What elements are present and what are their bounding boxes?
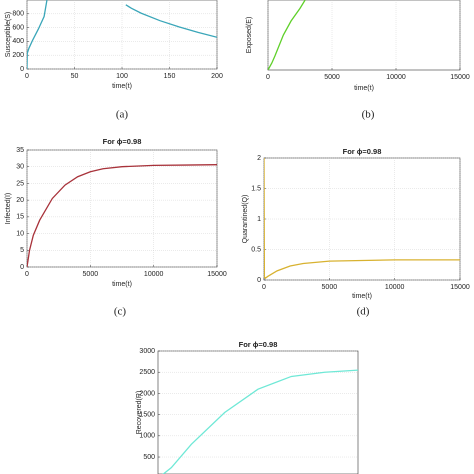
y-tick-label: 2000 bbox=[139, 390, 155, 397]
panel: 0 50 100 150 200 0 200 400 600 800 time(t) Suscepti… bbox=[5, 0, 223, 121]
x-tick-label: 15000 bbox=[207, 271, 227, 278]
chart-title: For ϕ=0.98 bbox=[103, 137, 142, 146]
x-tick-label: 0 bbox=[266, 74, 270, 81]
x-tick-label: 5000 bbox=[322, 284, 338, 291]
y-tick-label: 800 bbox=[12, 11, 24, 18]
data-line bbox=[268, 0, 306, 70]
y-tick-label: 0 bbox=[257, 277, 261, 284]
x-tick-label: 15000 bbox=[450, 74, 470, 81]
y-tick-label: 1 bbox=[257, 216, 261, 223]
y-tick-label: 0 bbox=[20, 66, 24, 73]
x-tick-label: 5000 bbox=[324, 74, 340, 81]
plot-area bbox=[26, 149, 218, 268]
data-line bbox=[27, 0, 217, 69]
y-tick-label: 15 bbox=[16, 214, 24, 221]
y-tick-label: 3000 bbox=[139, 348, 155, 355]
panel: 0 5000 10000 15000 0 5 10 15 20 25 30 35 For ϕ=0.98 t… bbox=[5, 137, 227, 318]
caption: (d) bbox=[357, 306, 370, 318]
y-tick-label: 30 bbox=[16, 164, 24, 171]
x-axis-label: time(t) bbox=[352, 293, 372, 300]
y-axis-label: Infected(I) bbox=[5, 193, 12, 225]
x-tick-label: 0 bbox=[25, 271, 29, 278]
y-tick-label: 2 bbox=[257, 155, 261, 162]
chart-title: For ϕ=0.98 bbox=[239, 340, 278, 349]
y-tick-label: 20 bbox=[16, 197, 24, 204]
x-tick-label: 200 bbox=[211, 73, 223, 80]
plot-area bbox=[157, 350, 359, 474]
y-tick-label: 2500 bbox=[139, 369, 155, 376]
plot-area bbox=[267, 0, 461, 71]
x-tick-label: 10000 bbox=[385, 284, 405, 291]
x-axis-label: time(t) bbox=[112, 83, 132, 90]
y-tick-label: 0.5 bbox=[251, 246, 261, 253]
x-tick-label: 5000 bbox=[83, 271, 99, 278]
x-tick-label: 10000 bbox=[144, 271, 164, 278]
x-tick-label: 50 bbox=[71, 73, 79, 80]
x-tick-label: 10000 bbox=[386, 74, 406, 81]
y-axis-label: Quarantined(Q) bbox=[242, 195, 249, 244]
y-tick-label: 5 bbox=[20, 247, 24, 254]
x-tick-label: 15000 bbox=[450, 284, 470, 291]
chart-title: For ϕ=0.98 bbox=[343, 147, 382, 156]
data-line bbox=[27, 164, 217, 267]
caption: (c) bbox=[114, 306, 127, 318]
y-tick-label: 35 bbox=[16, 147, 24, 154]
y-tick-label: 1000 bbox=[139, 433, 155, 440]
data-line bbox=[264, 158, 460, 280]
panel: 0 5000 10000 15000 0 0.5 1 1.5 2 For ϕ=0.98 time(t… bbox=[242, 147, 470, 318]
y-tick-label: 1.5 bbox=[251, 185, 261, 192]
y-tick-label: 400 bbox=[12, 38, 24, 45]
x-tick-label: 0 bbox=[262, 284, 266, 291]
y-tick-label: 10 bbox=[16, 230, 24, 237]
y-axis-label: Exposed(E) bbox=[246, 17, 253, 54]
caption: (b) bbox=[362, 109, 375, 121]
x-tick-label: 150 bbox=[164, 73, 176, 80]
y-axis-label: Recovered(R) bbox=[136, 391, 143, 435]
x-axis-label: time(t) bbox=[354, 85, 374, 92]
y-tick-label: 25 bbox=[16, 180, 24, 187]
data-line bbox=[162, 369, 358, 474]
y-tick-label: 600 bbox=[12, 24, 24, 31]
y-tick-label: 200 bbox=[12, 52, 24, 59]
y-tick-label: 1500 bbox=[139, 411, 155, 418]
y-tick-label: 0 bbox=[20, 264, 24, 271]
x-axis-label: time(t) bbox=[112, 281, 132, 288]
panel: 500 1000 1500 2000 2500 3000 For ϕ=0.98 Recover… bbox=[136, 340, 359, 474]
panel: 0 5000 10000 15000 time(t) Exposed(E) (b) bbox=[246, 0, 470, 121]
x-tick-label: 0 bbox=[25, 73, 29, 80]
caption: (a) bbox=[116, 109, 129, 121]
y-axis-label: Susceptible(S) bbox=[5, 12, 12, 58]
x-tick-label: 100 bbox=[116, 73, 128, 80]
y-tick-label: 500 bbox=[143, 454, 155, 461]
